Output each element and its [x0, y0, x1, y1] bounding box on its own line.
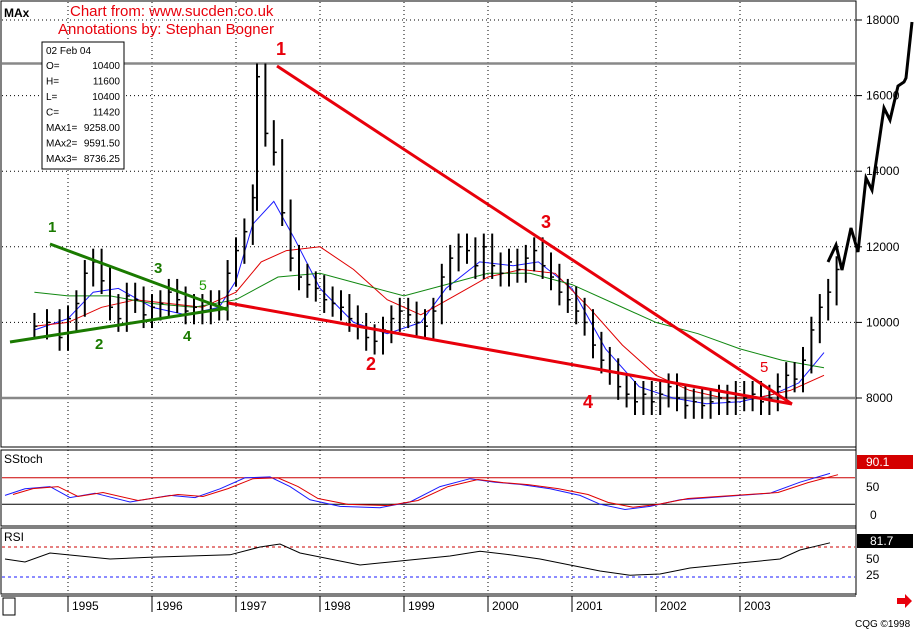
stoch-title: SStoch	[4, 452, 43, 466]
price-bars	[33, 21, 914, 419]
copyright: CQG ©1998	[855, 619, 911, 630]
info-value: 11600	[93, 77, 121, 88]
y-axis-labels: 8000 10000 12000 14000 16000 18000	[856, 13, 900, 405]
rsi-line	[4, 542, 831, 576]
y-tick-label: 8000	[866, 391, 893, 405]
info-value: 8736.25	[84, 154, 121, 165]
green-label-2: 2	[95, 336, 103, 353]
info-label: MAx2=	[46, 139, 78, 150]
chart-title: MAx	[4, 6, 30, 20]
red-label-2: 2	[366, 354, 376, 374]
y-tick-label: 16000	[866, 89, 900, 103]
y-tick-label: 18000	[866, 13, 900, 27]
x-tick-label: 1996	[156, 599, 183, 613]
annotation-lines: 1 2 3 4 5 1 2 3 4 5	[9, 39, 793, 412]
stoch-d-line	[12, 474, 839, 508]
x-axis-labels: 1995 1996 1997 1998 1999 2000 2001 2002 2003	[1, 595, 856, 613]
info-label: MAx1=	[46, 123, 78, 134]
x-tick-label: 2000	[492, 599, 519, 613]
info-value: 11420	[93, 108, 121, 119]
annotator-credit: Annotations by: Stephan Bogner	[58, 21, 274, 38]
rsi-pane	[0, 527, 857, 595]
red-support-line	[227, 301, 793, 406]
green-label-4: 4	[183, 328, 192, 345]
info-label: C=	[46, 108, 59, 119]
green-label-5: 5	[199, 277, 207, 293]
red-label-3: 3	[541, 212, 551, 232]
red-label-5: 5	[760, 359, 768, 376]
ohlc-info-box: 02 Feb 04 O= 10400 H= 11600 L= 10400 C= 11420 MA…	[41, 41, 125, 170]
x-tick-label: 2001	[576, 599, 603, 613]
red-label-4: 4	[583, 392, 593, 412]
rsi-value: 81.7	[870, 534, 894, 548]
y-tick-label: 12000	[866, 240, 900, 254]
stoch-tick-0: 0	[870, 508, 877, 522]
price-pane	[0, 0, 857, 448]
info-label: MAx3=	[46, 154, 78, 165]
green-label-1: 1	[48, 219, 56, 236]
x-tick-label: 2002	[660, 599, 687, 613]
green-support-line	[9, 306, 229, 344]
info-value: 9258.00	[84, 123, 121, 134]
red-resistance-line	[276, 64, 793, 406]
stoch-pane	[0, 449, 857, 527]
info-value: 10400	[92, 92, 120, 103]
x-tick-label: 1995	[72, 599, 99, 613]
stoch-value-box	[857, 455, 913, 469]
info-label: O=	[46, 61, 60, 72]
y-tick-label: 10000	[866, 315, 900, 329]
rsi-title: RSI	[4, 530, 24, 544]
x-tick-label: 1999	[408, 599, 435, 613]
green-label-3: 3	[154, 260, 162, 277]
scroll-handle[interactable]	[2, 597, 16, 616]
x-tick-label: 1997	[240, 599, 267, 613]
info-value: 9591.50	[84, 139, 121, 150]
y-tick-label: 14000	[866, 164, 900, 178]
rsi-value-box	[857, 534, 913, 548]
projection-zigzag	[826, 21, 914, 271]
ma-line-MAx3	[34, 272, 825, 369]
green-resistance-line	[49, 242, 229, 312]
rsi-tick-25: 25	[866, 568, 880, 582]
info-label: H=	[46, 77, 59, 88]
x-tick-label: 1998	[324, 599, 351, 613]
rsi-tick-50: 50	[866, 552, 880, 566]
info-date: 02 Feb 04	[46, 46, 91, 57]
x-tick-label: 2003	[744, 599, 771, 613]
source-credit: Chart from: www.sucden.co.uk	[70, 3, 274, 20]
oscillator-lines	[2, 472, 855, 578]
info-value: 10400	[92, 61, 120, 72]
red-label-1: 1	[276, 39, 286, 59]
stoch-tick-50: 50	[866, 480, 880, 494]
red-right-arrow-icon[interactable]	[897, 594, 912, 608]
info-label: L=	[46, 92, 58, 103]
horizontal-reference-lines	[2, 62, 855, 400]
stoch-value: 90.1	[866, 455, 890, 469]
